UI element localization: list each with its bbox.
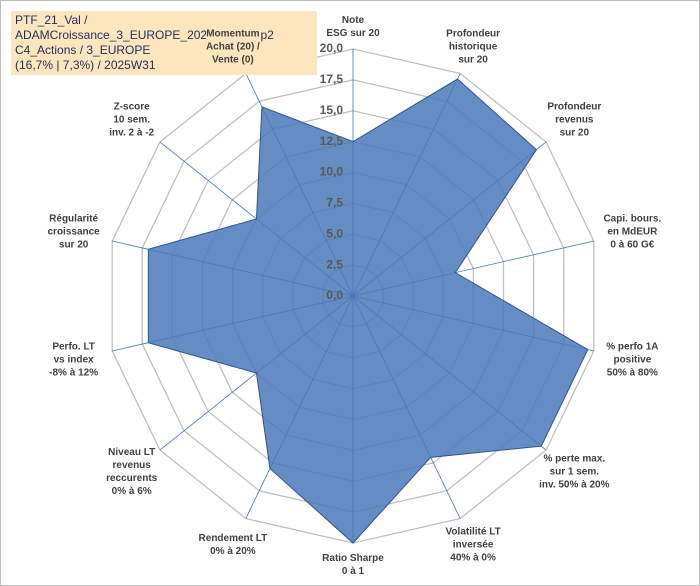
y-tick-label: 7,5: [326, 196, 343, 210]
y-tick-label: 17,5: [320, 72, 344, 86]
category-label: Régularité croissance sur 20: [47, 213, 100, 251]
category-label: Perfo. LT vs index -8% à 12%: [49, 341, 99, 379]
chart-title: PTF_21_Val / ADAMCroissance_3_EUROPE_202…: [11, 11, 317, 75]
category-label: Capi. bours. en MdEUR 0 à 60 G€: [603, 213, 662, 251]
y-tick-label: 0,0: [326, 288, 343, 302]
category-label: Volatilité LT inversée 40% à 0%: [445, 526, 501, 564]
category-label: Momentum Achat (20) / Vente (0): [205, 27, 260, 67]
category-label: Profondeur historique sur 20: [446, 28, 501, 66]
category-label: Z-score 10 sem. inv. 2 à -2: [109, 101, 155, 138]
category-label: Note ESG sur 20: [326, 15, 380, 39]
category-label: Niveau LT revenus reccurents 0% à 6%: [106, 447, 158, 498]
y-tick-label: 15,0: [320, 103, 344, 117]
category-label: Ratio Sharpe 0 à 1: [322, 553, 384, 577]
category-label: % perfo 1A positive 50% à 80%: [606, 341, 659, 379]
category-label: Rendement LT 0% à 20%: [198, 533, 268, 558]
category-label: Profondeur revenus sur 20: [547, 101, 602, 138]
y-tick-label: 2,5: [326, 257, 343, 271]
y-tick-label: 5,0: [326, 226, 343, 240]
radar-area: [147, 78, 589, 544]
y-tick-label: 10,0: [320, 165, 344, 179]
y-tick-label: 12,5: [320, 134, 344, 148]
y-tick-label: 20,0: [320, 41, 344, 55]
category-label: % perte max. sur 1 sem. inv. 50% à 20%: [539, 453, 610, 491]
